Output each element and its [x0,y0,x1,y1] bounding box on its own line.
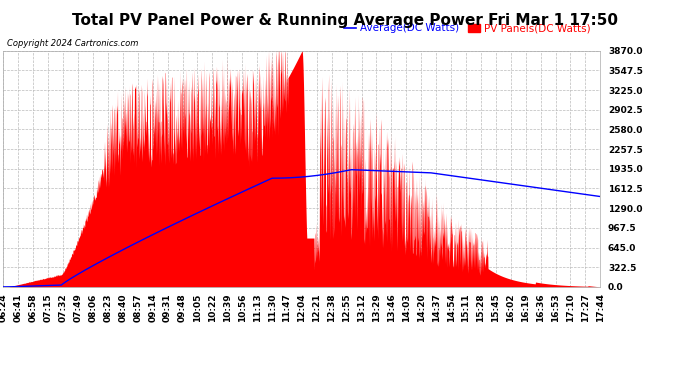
Text: Copyright 2024 Cartronics.com: Copyright 2024 Cartronics.com [7,39,138,48]
Legend: Average(DC Watts), PV Panels(DC Watts): Average(DC Watts), PV Panels(DC Watts) [339,19,595,38]
Text: Total PV Panel Power & Running Average Power Fri Mar 1 17:50: Total PV Panel Power & Running Average P… [72,13,618,28]
